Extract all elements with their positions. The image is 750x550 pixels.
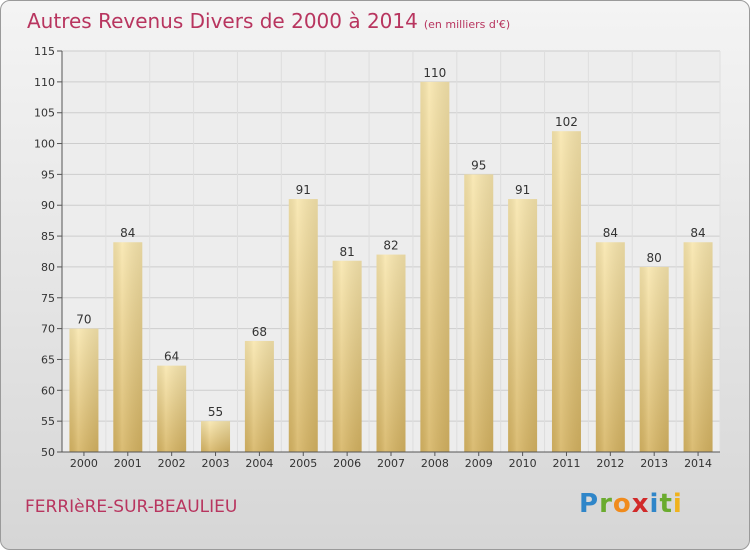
x-tick-label: 2006	[333, 457, 361, 470]
bar-shade	[244, 340, 274, 452]
bar-shade	[420, 81, 450, 452]
data-label: 95	[471, 158, 486, 172]
x-tick-label: 2003	[202, 457, 230, 470]
x-tick-label: 2001	[114, 457, 142, 470]
x-tick-label: 2012	[596, 457, 624, 470]
data-label: 80	[647, 251, 662, 265]
bar-shade	[332, 260, 362, 452]
bar-shade	[639, 266, 669, 452]
bar-shade	[376, 254, 406, 452]
bar-shade	[288, 199, 318, 452]
data-label: 68	[252, 325, 267, 339]
bar-shade	[113, 242, 143, 452]
bars-group	[69, 81, 713, 452]
x-tick-label: 2010	[509, 457, 537, 470]
y-tick-label: 90	[41, 199, 55, 212]
data-label: 70	[76, 313, 91, 327]
bar-shade	[508, 199, 538, 452]
y-tick-label: 95	[41, 168, 55, 181]
data-label: 64	[164, 350, 179, 364]
x-tick-label: 2005	[289, 457, 317, 470]
chart-title: Autres Revenus Divers de 2000 à 2014 (en …	[27, 9, 510, 33]
data-label: 110	[423, 66, 446, 80]
y-tick-label: 100	[34, 138, 55, 151]
y-tick-label: 65	[41, 353, 55, 366]
bar-shade	[551, 131, 581, 452]
x-tick-label: 2000	[70, 457, 98, 470]
x-tick-label: 2004	[245, 457, 273, 470]
data-label: 102	[555, 115, 578, 129]
y-tick-label: 50	[41, 446, 55, 459]
x-tick-label: 2002	[158, 457, 186, 470]
y-tick-label: 115	[34, 45, 55, 58]
y-tick-label: 75	[41, 292, 55, 305]
bar-shade	[69, 328, 99, 452]
labels-group: 50 55 60 65 70 75 80 85 90 95 100 105 110 115 70 2000 84…	[34, 45, 712, 470]
commune-name: FERRIèRE-SUR-BEAULIEU	[25, 497, 238, 517]
bar-shade	[595, 242, 625, 452]
x-tick-label: 2013	[640, 457, 668, 470]
data-label: 84	[690, 226, 705, 240]
x-tick-label: 2014	[684, 457, 712, 470]
data-label: 91	[296, 183, 311, 197]
axes-group	[57, 50, 720, 456]
bar-shade	[157, 365, 187, 452]
data-label: 82	[383, 239, 398, 253]
data-label: 91	[515, 183, 530, 197]
data-label: 84	[120, 226, 135, 240]
y-tick-label: 60	[41, 384, 55, 397]
data-label: 81	[339, 245, 354, 259]
y-tick-label: 105	[34, 107, 55, 120]
y-tick-label: 85	[41, 230, 55, 243]
bar-shade	[683, 242, 713, 452]
x-tick-label: 2007	[377, 457, 405, 470]
y-tick-label: 80	[41, 261, 55, 274]
y-tick-label: 70	[41, 323, 55, 336]
data-label: 55	[208, 405, 223, 419]
x-tick-label: 2011	[552, 457, 580, 470]
chart-subtitle: (en milliers d'€)	[423, 18, 511, 31]
x-tick-label: 2009	[465, 457, 493, 470]
chart-title-text: Autres Revenus Divers de 2000 à 2014	[27, 9, 418, 33]
y-tick-label: 110	[34, 76, 55, 89]
data-label: 84	[603, 226, 618, 240]
bar-shade	[201, 421, 231, 452]
x-tick-label: 2008	[421, 457, 449, 470]
bar-shade	[464, 174, 494, 452]
proxiti-logo[interactable]: Proxiti	[579, 489, 683, 519]
y-tick-label: 55	[41, 415, 55, 428]
